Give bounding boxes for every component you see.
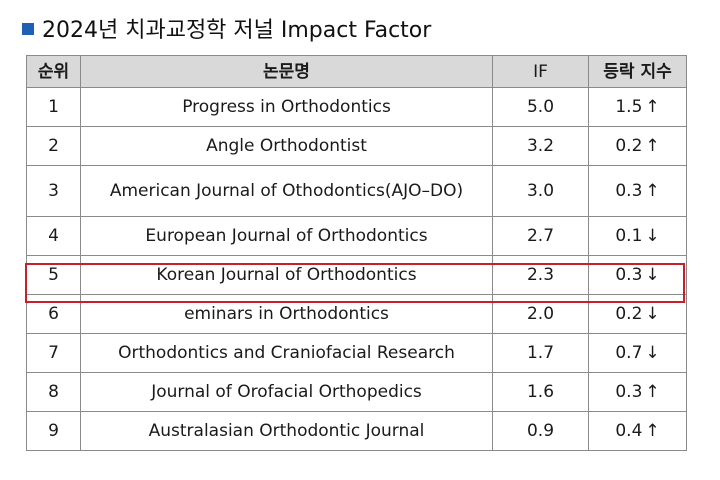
change-value: 0.1	[615, 226, 643, 246]
change-cell: 0.4 ↑	[588, 411, 687, 451]
change-cell: 0.3 ↑	[588, 372, 687, 412]
rank-cell: 4	[26, 216, 81, 256]
if-cell: 3.2	[492, 126, 589, 166]
if-cell: 1.7	[492, 333, 589, 373]
table-row: 1 Progress in Orthodontics 5.0 1.5 ↑	[26, 87, 687, 127]
if-cell: 5.0	[492, 87, 589, 127]
table-row: 6 eminars in Orthodontics 2.0 0.2 ↓	[26, 294, 687, 334]
change-cell: 0.2 ↓	[588, 294, 687, 334]
arrow-up-icon: ↑	[645, 421, 660, 441]
rank-cell: 3	[26, 165, 81, 217]
journal-cell: Journal of Orofacial Orthopedics	[80, 372, 493, 412]
title-row: 2024년 치과교정학 저널 Impact Factor	[22, 10, 431, 46]
header-rank: 순위	[26, 55, 81, 88]
table-header-row: 순위 논문명 IF 등락 지수	[26, 55, 687, 88]
change-value: 0.3	[615, 181, 643, 201]
journal-cell: eminars in Orthodontics	[80, 294, 493, 334]
change-value: 0.7	[615, 343, 643, 363]
rank-cell: 6	[26, 294, 81, 334]
journal-cell: Orthodontics and Craniofacial Research	[80, 333, 493, 373]
change-cell: 0.1 ↓	[588, 216, 687, 256]
journal-cell: Korean Journal of Orthodontics	[80, 255, 493, 295]
change-cell: 1.5 ↑	[588, 87, 687, 127]
arrow-up-icon: ↑	[645, 136, 660, 156]
arrow-up-icon: ↑	[645, 97, 660, 117]
table-row-highlighted: 5 Korean Journal of Orthodontics 2.3 0.3…	[26, 255, 687, 295]
table-row: 8 Journal of Orofacial Orthopedics 1.6 0…	[26, 372, 687, 412]
if-cell: 3.0	[492, 165, 589, 217]
table-row: 4 European Journal of Orthodontics 2.7 0…	[26, 216, 687, 256]
if-cell: 2.0	[492, 294, 589, 334]
header-journal: 논문명	[80, 55, 493, 88]
if-cell: 1.6	[492, 372, 589, 412]
header-if: IF	[492, 55, 589, 88]
table-row: 9 Australasian Orthodontic Journal 0.9 0…	[26, 411, 687, 451]
arrow-down-icon: ↓	[645, 304, 660, 324]
change-value: 1.5	[615, 97, 643, 117]
header-change: 등락 지수	[588, 55, 687, 88]
change-value: 0.4	[615, 421, 643, 441]
journal-cell: European Journal of Orthodontics	[80, 216, 493, 256]
arrow-down-icon: ↓	[645, 343, 660, 363]
table-row: 7 Orthodontics and Craniofacial Research…	[26, 333, 687, 373]
arrow-down-icon: ↓	[645, 226, 660, 246]
journal-cell: Australasian Orthodontic Journal	[80, 411, 493, 451]
impact-factor-table: 순위 논문명 IF 등락 지수 1 Progress in Orthodonti…	[26, 55, 687, 451]
change-cell: 0.3 ↑	[588, 165, 687, 217]
rank-cell: 2	[26, 126, 81, 166]
table-row: 2 Angle Orthodontist 3.2 0.2 ↑	[26, 126, 687, 166]
if-cell: 2.7	[492, 216, 589, 256]
arrow-down-icon: ↓	[645, 265, 660, 285]
change-cell: 0.2 ↑	[588, 126, 687, 166]
change-value: 0.3	[615, 382, 643, 402]
if-cell: 2.3	[492, 255, 589, 295]
rank-cell: 8	[26, 372, 81, 412]
change-value: 0.2	[615, 136, 643, 156]
change-cell: 0.7 ↓	[588, 333, 687, 373]
rank-cell: 7	[26, 333, 81, 373]
arrow-up-icon: ↑	[645, 181, 660, 201]
rank-cell: 1	[26, 87, 81, 127]
table-row: 3 American Journal of Othodontics(AJO–DO…	[26, 165, 687, 217]
arrow-up-icon: ↑	[645, 382, 660, 402]
rank-cell: 9	[26, 411, 81, 451]
rank-cell: 5	[26, 255, 81, 295]
page-title: 2024년 치과교정학 저널 Impact Factor	[42, 18, 432, 43]
journal-cell: Progress in Orthodontics	[80, 87, 493, 127]
change-cell: 0.3 ↓	[588, 255, 687, 295]
change-value: 0.3	[615, 265, 643, 285]
journal-cell: American Journal of Othodontics(AJO–DO)	[80, 165, 493, 217]
change-value: 0.2	[615, 304, 643, 324]
square-bullet-icon	[22, 23, 34, 35]
if-cell: 0.9	[492, 411, 589, 451]
journal-cell: Angle Orthodontist	[80, 126, 493, 166]
